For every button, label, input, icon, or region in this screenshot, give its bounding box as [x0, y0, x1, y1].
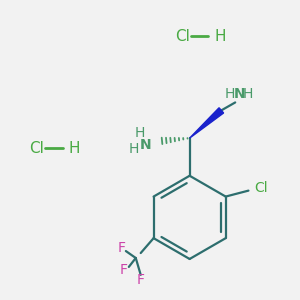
Text: Cl: Cl: [29, 140, 44, 155]
Text: H: H: [69, 140, 80, 155]
Text: H: H: [214, 28, 226, 44]
Text: F: F: [118, 241, 126, 255]
Text: H: H: [225, 86, 236, 100]
Text: N: N: [140, 138, 152, 152]
Text: N: N: [233, 86, 245, 100]
Text: H: H: [243, 86, 253, 100]
Text: F: F: [120, 263, 128, 277]
Text: Cl: Cl: [175, 28, 190, 44]
Text: H: H: [135, 126, 145, 140]
Text: H: H: [129, 142, 139, 156]
Text: Cl: Cl: [254, 181, 268, 195]
Text: F: F: [137, 273, 145, 287]
Polygon shape: [190, 108, 224, 138]
